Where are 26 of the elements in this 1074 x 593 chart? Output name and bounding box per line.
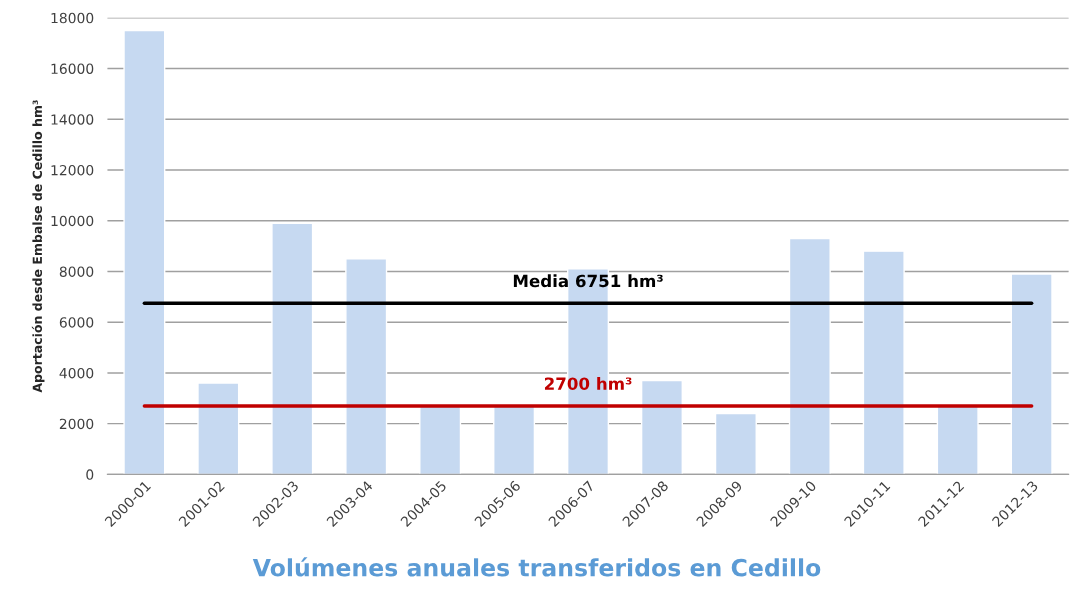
y-tick-label: 16000: [51, 63, 94, 74]
bar: [345, 258, 388, 475]
bar: [493, 405, 536, 475]
bar: [123, 29, 166, 475]
y-tick-label: 18000: [51, 12, 94, 24]
bar: [271, 222, 314, 475]
y-tick-label: 10000: [51, 215, 94, 227]
bar: [936, 405, 979, 475]
text: Volúmenes anuales transferidos en Cedillo: [252, 557, 821, 577]
ref-line-label: Media 6751 hm³: [513, 274, 663, 288]
y-tick-label: 4000: [59, 367, 94, 379]
bar: [1010, 273, 1053, 475]
ref-line-label: 2700 hm³: [544, 377, 632, 390]
y-tick-label: 8000: [59, 266, 94, 277]
bar: [640, 379, 683, 475]
bar: [197, 382, 240, 475]
bar: [788, 237, 831, 475]
y-tick-label: 0: [86, 469, 94, 480]
y-tick-label: 6000: [59, 317, 94, 328]
y-tick-label: 2000: [59, 418, 94, 430]
y-tick-label: 14000: [51, 114, 94, 125]
y-axis-title: Aportación desde Embalse de Cedillo hm³: [31, 100, 45, 393]
bar: [419, 405, 462, 475]
bar: [862, 250, 905, 475]
bar: [714, 412, 757, 475]
y-tick-label: 12000: [51, 164, 94, 176]
